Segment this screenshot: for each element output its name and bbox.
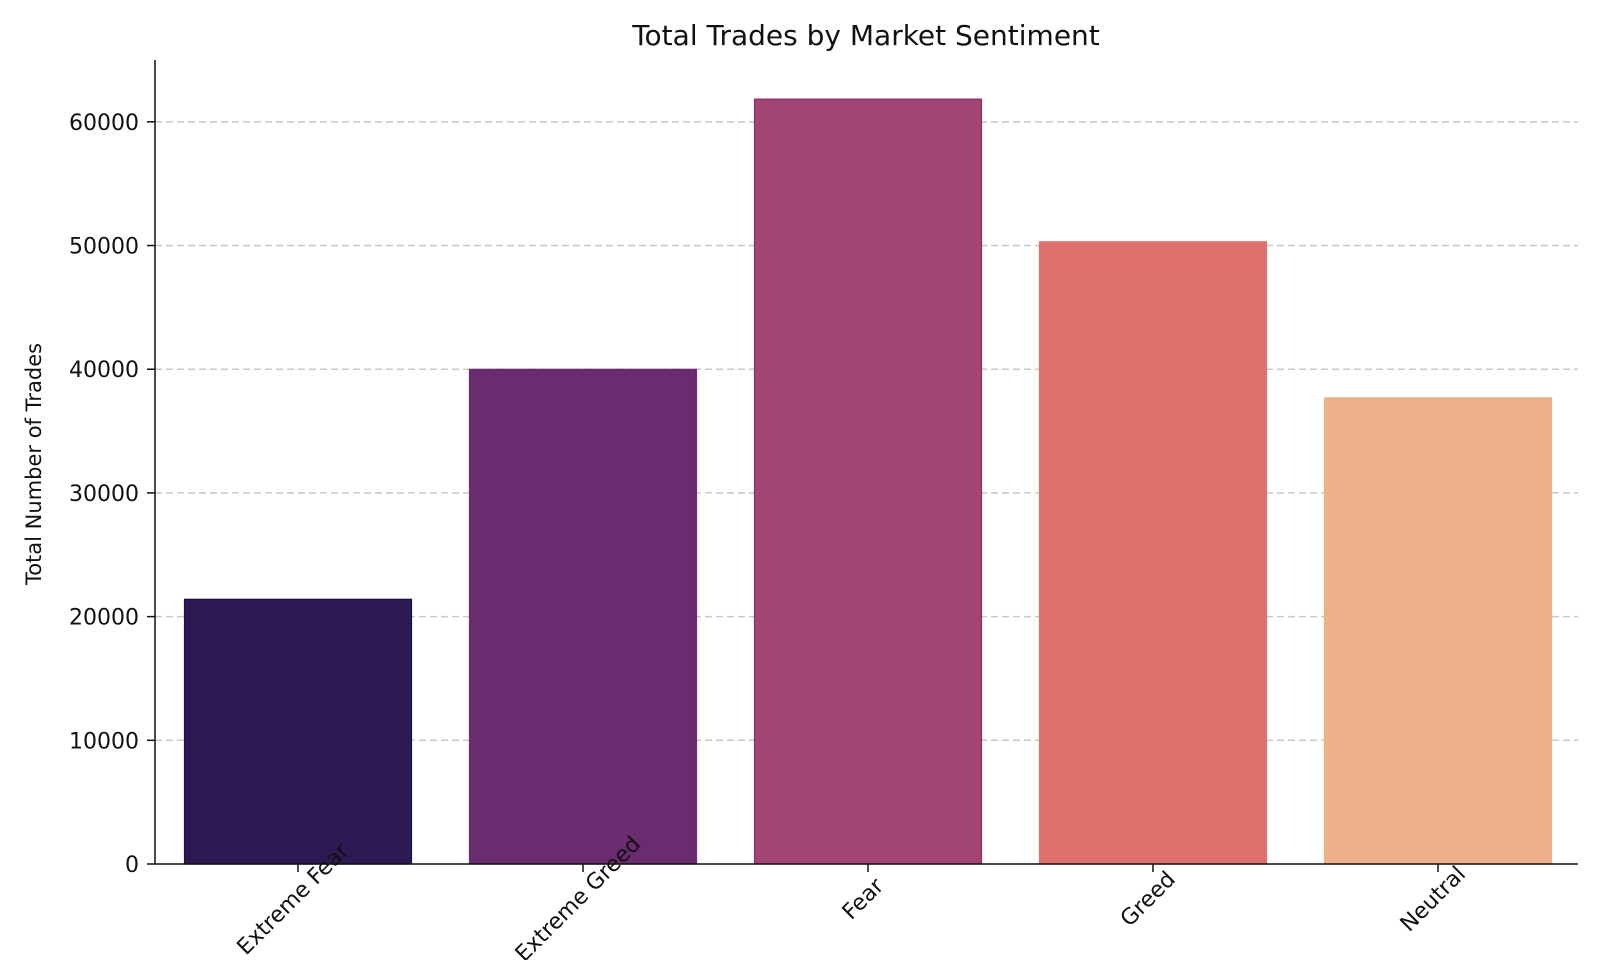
y-tick-label: 40000 (69, 358, 139, 383)
chart-title: Total Trades by Market Sentiment (631, 19, 1100, 52)
y-tick-label: 0 (125, 853, 139, 878)
y-tick-label: 10000 (69, 729, 139, 754)
bar (1323, 397, 1553, 865)
y-tick-label: 60000 (69, 111, 139, 136)
axes (154, 60, 1578, 865)
y-axis-label: Total Number of Trades (22, 343, 46, 586)
x-tick-label: Greed (1116, 867, 1181, 932)
bars (183, 98, 1553, 865)
bar (183, 598, 413, 865)
y-ticks: 0 10000 20000 30000 40000 50000 60000 (69, 111, 155, 878)
y-tick-label: 50000 (69, 235, 139, 260)
x-tick-label: Fear (838, 873, 890, 925)
x-tick-label: Neutral (1396, 862, 1471, 937)
y-tick-label: 30000 (69, 482, 139, 507)
y-tick-label: 20000 (69, 606, 139, 631)
bar (753, 98, 983, 865)
bar (1038, 241, 1268, 865)
bar (468, 368, 698, 865)
